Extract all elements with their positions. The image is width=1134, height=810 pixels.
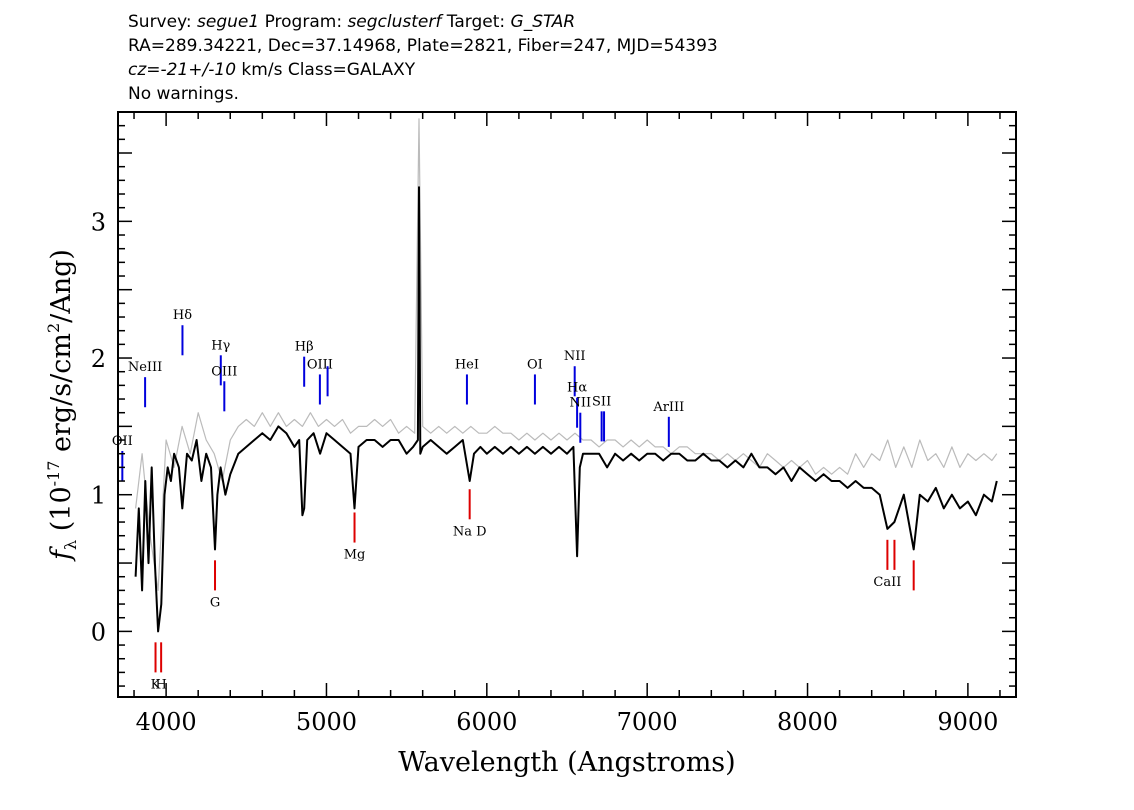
header-line-3: cz=-21+/-10 km/s Class=GALAXY	[128, 58, 1028, 82]
absorption-line-label: Mg	[344, 548, 366, 563]
emission-line-label: SII	[592, 394, 611, 409]
y-tick-label: 3	[91, 208, 106, 236]
x-axis-title: Wavelength (Angstroms)	[398, 747, 735, 778]
y-tick-label: 1	[91, 482, 106, 510]
absorption-line-label: K	[151, 677, 161, 692]
emission-line-label: OII	[112, 434, 133, 449]
x-tick-label: 7000	[617, 708, 678, 736]
absorption-line-label: G	[210, 595, 220, 610]
emission-line-label: OIII	[211, 364, 237, 379]
plot-frame	[117, 111, 1017, 698]
emission-line-label: NeIII	[128, 360, 162, 375]
spectrum-header: Survey: segue1 Program: segclusterf Targ…	[128, 10, 1028, 106]
x-tick-label: 4000	[136, 708, 197, 736]
series-layer	[134, 118, 998, 633]
emission-line-label: OIII	[307, 357, 333, 372]
class-text: km/s Class=GALAXY	[236, 60, 416, 80]
spectrum-error-line	[135, 118, 998, 592]
emission-line-label: ArIII	[652, 400, 684, 415]
emission-line-label: Hα	[567, 381, 587, 396]
target-value: G_STAR	[510, 12, 576, 32]
program-value: segclusterf	[347, 12, 442, 32]
emission-line-label: Hδ	[173, 308, 192, 323]
x-tick-label: 9000	[937, 708, 998, 736]
ticks-layer: 4000 5000 6000 7000 8000 9000 0 1 2 3	[91, 112, 1016, 736]
survey-label: Survey:	[128, 12, 198, 32]
redshift-value: cz=-21+/-10	[128, 60, 237, 80]
header-line-1: Survey: segue1 Program: segclusterf Targ…	[128, 10, 1028, 34]
emission-line-label: Hβ	[295, 340, 314, 355]
program-label: Program:	[259, 12, 348, 32]
emission-line-label: OI	[527, 357, 543, 372]
y-tick-label: 2	[91, 345, 106, 373]
emission-line-label: HeI	[455, 357, 479, 372]
absorption-line-label: CaII	[873, 575, 901, 590]
absorption-line-label: H	[155, 677, 166, 692]
survey-value: segue1	[197, 12, 260, 32]
x-tick-label: 8000	[777, 708, 838, 736]
header-line-2: RA=289.34221, Dec=37.14968, Plate=2821, …	[128, 36, 718, 56]
emission-line-label: Hγ	[211, 338, 230, 353]
y-axis-title: fλ (10-17 erg/s/cm2/Ang)	[44, 249, 80, 562]
spectrum-flux-line	[134, 186, 998, 633]
header-line-4: No warnings.	[128, 84, 239, 104]
emission-line-label: NII	[564, 349, 586, 364]
x-tick-label: 6000	[456, 708, 517, 736]
x-tick-label: 5000	[296, 708, 357, 736]
target-label: Target:	[441, 12, 511, 32]
absorption-line-label: Na D	[453, 524, 487, 539]
emission-line-label: NII	[569, 396, 591, 411]
y-tick-label: 0	[91, 618, 106, 646]
